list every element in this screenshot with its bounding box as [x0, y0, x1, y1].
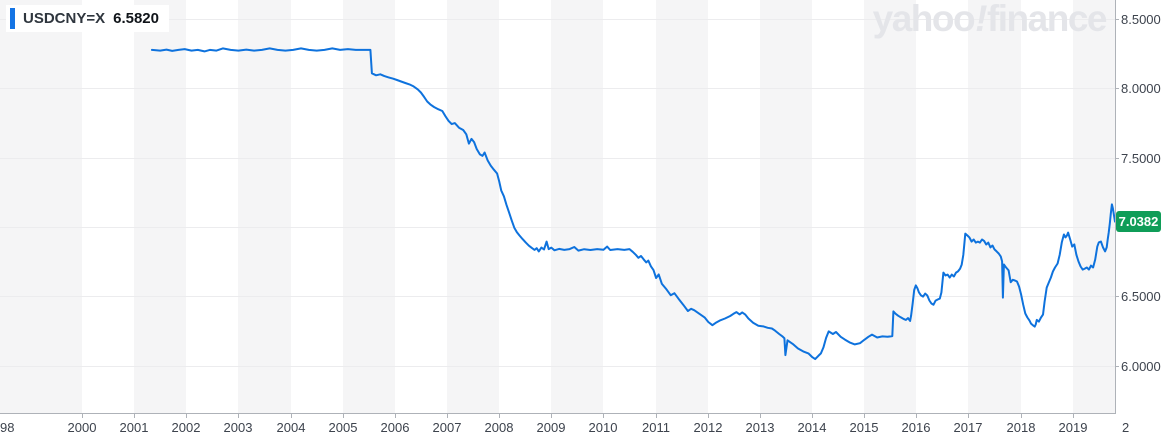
x-axis-label: 2004 — [276, 420, 306, 435]
y-axis-label: 6.5000 — [1121, 289, 1161, 304]
y-axis-label: 8.5000 — [1121, 12, 1161, 27]
current-price-badge: 7.0382 — [1116, 211, 1161, 232]
gridline — [0, 158, 1115, 159]
year-stripe — [0, 0, 82, 413]
x-axis-label: 2011 — [642, 420, 670, 435]
x-axis-label: 2008 — [484, 420, 514, 435]
year-stripe — [864, 0, 917, 413]
year-stripe — [447, 0, 500, 413]
y-axis-tick — [1115, 158, 1119, 159]
x-axis-label: 2017 — [953, 420, 983, 435]
x-axis-label: 2007 — [432, 420, 462, 435]
x-axis-label: 2003 — [223, 420, 253, 435]
x-axis-label: 2000 — [67, 420, 97, 435]
x-axis-label: 2001 — [119, 420, 149, 435]
x-axis-tick — [82, 413, 83, 418]
gridline — [0, 366, 1115, 367]
y-axis-tick — [1115, 19, 1119, 20]
y-axis-label: 7.5000 — [1121, 151, 1161, 166]
x-axis-tick — [343, 413, 344, 418]
year-stripe — [1072, 0, 1115, 413]
x-axis-label: 2002 — [171, 420, 201, 435]
legend: USDCNY=X 6.5820 — [6, 5, 169, 32]
x-axis-tick — [447, 413, 448, 418]
x-axis-tick — [499, 413, 500, 418]
x-axis-tick — [1021, 413, 1022, 418]
x-axis-tick — [656, 413, 657, 418]
y-axis-tick — [1115, 88, 1119, 89]
x-axis-tick — [968, 413, 969, 418]
x-axis-label: 2005 — [328, 420, 358, 435]
x-axis-label: 2009 — [536, 420, 566, 435]
current-price-label: 7.0382 — [1118, 214, 1159, 229]
watermark-yahoo: yahoo — [872, 0, 976, 39]
x-axis-label: 2006 — [380, 420, 410, 435]
year-stripe — [342, 0, 395, 413]
x-axis-tick — [395, 413, 396, 418]
x-axis-label-left-clipped: 98 — [0, 420, 15, 435]
watermark-finance: finance — [986, 0, 1108, 39]
x-axis-label: 2015 — [849, 420, 879, 435]
y-axis-tick — [1115, 296, 1119, 297]
yahoo-finance-watermark: yahoo!finance — [872, 0, 1108, 40]
legend-value: 6.5820 — [113, 10, 159, 27]
gridline — [0, 88, 1115, 89]
x-axis-tick — [864, 413, 865, 418]
x-axis-tick — [1073, 413, 1074, 418]
x-axis-tick — [812, 413, 813, 418]
price-line[interactable] — [150, 47, 1116, 361]
watermark-exclamation: ! — [975, 0, 987, 39]
x-axis-tick — [760, 413, 761, 418]
x-axis-tick — [291, 413, 292, 418]
x-axis-label: 2010 — [588, 420, 618, 435]
x-axis-label: 2016 — [901, 420, 931, 435]
x-axis-tick — [708, 413, 709, 418]
year-stripe — [655, 0, 708, 413]
x-axis-label: 2019 — [1058, 420, 1088, 435]
gridline — [0, 227, 1115, 228]
year-stripe — [134, 0, 187, 413]
y-axis-label: 6.0000 — [1121, 359, 1161, 374]
x-axis-label: 2012 — [693, 420, 723, 435]
legend-color-bar — [10, 8, 15, 29]
x-axis-label: 2014 — [797, 420, 827, 435]
gridline — [0, 296, 1115, 297]
x-axis-tick — [603, 413, 604, 418]
x-axis-tick — [916, 413, 917, 418]
year-stripe — [238, 0, 291, 413]
year-stripe — [968, 0, 1021, 413]
x-axis-label: 2018 — [1006, 420, 1036, 435]
y-axis-label: 8.0000 — [1121, 81, 1161, 96]
x-axis-label-right-clipped: 2 — [1122, 420, 1130, 435]
x-axis-tick — [186, 413, 187, 418]
y-axis-tick — [1115, 366, 1119, 367]
x-axis-tick — [238, 413, 239, 418]
x-axis-line — [0, 413, 1116, 414]
x-axis-tick — [134, 413, 135, 418]
x-axis-tick — [551, 413, 552, 418]
x-axis-label: 2013 — [745, 420, 775, 435]
legend-symbol: USDCNY=X — [23, 10, 106, 27]
y-axis-line — [1115, 0, 1116, 414]
year-stripe — [551, 0, 604, 413]
gridline — [0, 19, 1115, 20]
